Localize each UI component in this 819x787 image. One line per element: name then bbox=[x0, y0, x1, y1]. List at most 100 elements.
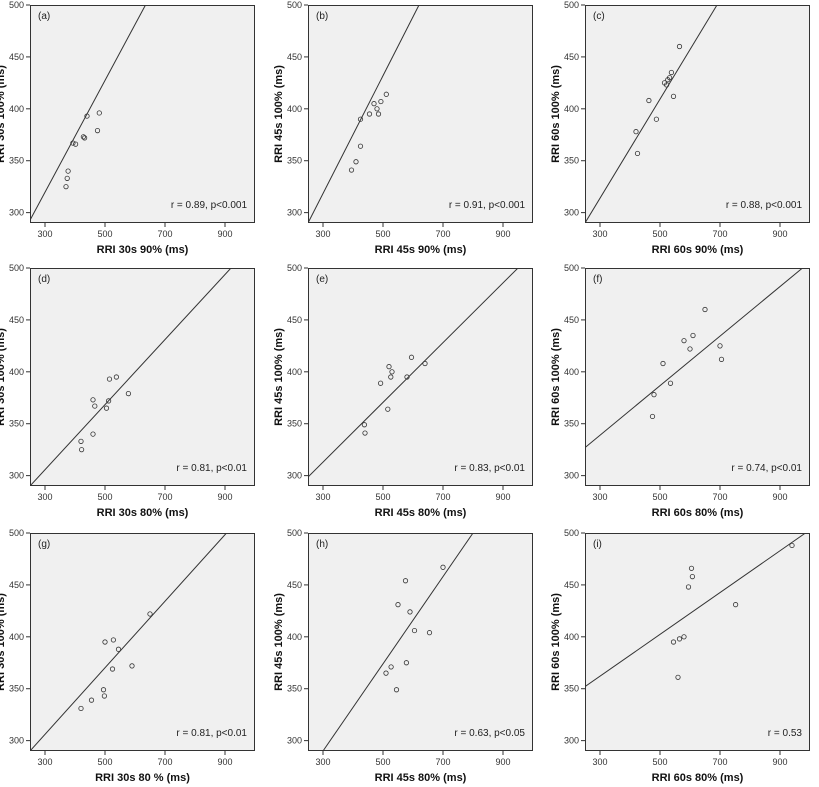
data-point bbox=[664, 82, 670, 88]
data-point bbox=[63, 184, 69, 190]
data-point bbox=[388, 664, 394, 670]
y-tick-label: 350 bbox=[564, 156, 579, 166]
data-point bbox=[681, 634, 687, 640]
data-point bbox=[378, 98, 384, 105]
correlation-annotation: r = 0.88, p<0.001 bbox=[726, 200, 803, 211]
x-tick-label: 300 bbox=[315, 229, 330, 239]
y-tick-label: 400 bbox=[564, 367, 579, 377]
y-tick-label: 450 bbox=[287, 52, 302, 62]
y-tick-label: 450 bbox=[9, 52, 24, 62]
x-tick-label: 900 bbox=[772, 757, 787, 767]
data-point bbox=[361, 422, 368, 428]
y-tick-label: 350 bbox=[287, 419, 302, 429]
x-tick-label: 700 bbox=[157, 492, 172, 502]
scatter-panel: 300 350 400 450 500 300 500 700 900 (c) r = 0.88, … bbox=[550, 0, 810, 256]
y-tick-label: 400 bbox=[9, 104, 24, 114]
x-axis-title: RRI 30s 90% (ms) bbox=[97, 244, 189, 256]
data-point bbox=[395, 602, 401, 608]
y-tick-label: 350 bbox=[9, 156, 24, 166]
data-point bbox=[689, 573, 696, 580]
data-point bbox=[362, 430, 368, 436]
scatter-panel: 300 350 400 450 500 300 500 700 900 (e) r = 0.83, … bbox=[273, 263, 533, 519]
y-tick-label: 500 bbox=[9, 263, 24, 273]
correlation-annotation: r = 0.91, p<0.001 bbox=[449, 200, 526, 211]
x-axis-title: RRI 45s 90% (ms) bbox=[375, 244, 467, 256]
x-tick-label: 700 bbox=[435, 492, 450, 502]
y-tick-label: 450 bbox=[564, 580, 579, 590]
x-tick-label: 700 bbox=[712, 757, 727, 767]
data-point bbox=[88, 697, 95, 703]
data-point bbox=[718, 356, 725, 362]
correlation-annotation: r = 0.53 bbox=[768, 728, 803, 739]
data-point bbox=[115, 646, 122, 652]
correlation-annotation: r = 0.83, p<0.01 bbox=[454, 463, 525, 474]
data-point bbox=[92, 403, 98, 409]
y-tick-label: 300 bbox=[9, 736, 24, 746]
x-tick-label: 700 bbox=[435, 229, 450, 239]
plot-area bbox=[30, 268, 255, 486]
data-point bbox=[668, 69, 675, 76]
data-point bbox=[634, 150, 641, 157]
data-point bbox=[113, 374, 120, 380]
x-axis-title: RRI 45s 80% (ms) bbox=[375, 507, 467, 519]
y-tick-label: 400 bbox=[287, 632, 302, 642]
plot-area bbox=[585, 533, 810, 751]
y-tick-label: 400 bbox=[9, 632, 24, 642]
data-point bbox=[129, 663, 135, 669]
plot-area bbox=[585, 268, 810, 486]
y-tick-label: 300 bbox=[564, 208, 579, 218]
data-point bbox=[660, 360, 666, 367]
data-point bbox=[125, 391, 132, 397]
x-tick-label: 700 bbox=[712, 229, 727, 239]
x-tick-label: 900 bbox=[772, 229, 787, 239]
x-tick-label: 900 bbox=[495, 229, 510, 239]
x-axis-title: RRI 30s 80 % (ms) bbox=[95, 772, 190, 784]
data-point bbox=[64, 175, 70, 181]
y-tick-label: 500 bbox=[9, 0, 24, 10]
y-tick-label: 500 bbox=[9, 528, 24, 538]
scatter-panel: 300 350 400 450 500 300 500 700 900 (a) r = 0.89, … bbox=[0, 0, 255, 256]
data-point bbox=[90, 431, 96, 437]
data-point bbox=[388, 374, 394, 380]
x-tick-label: 900 bbox=[217, 229, 232, 239]
data-point bbox=[80, 134, 87, 140]
data-point bbox=[685, 584, 692, 590]
data-point bbox=[109, 666, 116, 672]
data-point bbox=[676, 636, 683, 642]
y-axis-title: RRI 30s 100% (ms) bbox=[0, 593, 7, 691]
plot-area bbox=[308, 268, 533, 486]
y-tick-label: 300 bbox=[564, 471, 579, 481]
data-point bbox=[426, 630, 433, 636]
x-tick-label: 300 bbox=[592, 492, 607, 502]
y-tick-label: 450 bbox=[9, 580, 24, 590]
data-point bbox=[389, 369, 395, 375]
y-tick-label: 350 bbox=[287, 684, 302, 694]
correlation-annotation: r = 0.81, p<0.01 bbox=[176, 728, 247, 739]
scatter-panel: 300 350 400 450 500 300 500 700 900 (g) r = 0.81, … bbox=[0, 528, 255, 784]
data-point bbox=[96, 110, 102, 116]
x-tick-label: 300 bbox=[315, 492, 330, 502]
fit-line bbox=[585, 5, 718, 223]
fit-line bbox=[308, 5, 420, 223]
x-tick-label: 500 bbox=[375, 492, 390, 502]
y-tick-label: 450 bbox=[564, 315, 579, 325]
panel-label: (g) bbox=[38, 539, 50, 550]
scatter-panel: 300 350 400 450 500 300 500 700 900 (b) r = 0.91, … bbox=[273, 0, 533, 256]
data-point bbox=[70, 140, 76, 146]
y-tick-label: 500 bbox=[564, 263, 579, 273]
data-point bbox=[670, 639, 677, 645]
x-tick-label: 500 bbox=[97, 757, 112, 767]
plot-area bbox=[585, 5, 810, 223]
data-point bbox=[702, 306, 708, 313]
x-tick-label: 900 bbox=[495, 757, 510, 767]
data-point bbox=[78, 705, 84, 712]
correlation-annotation: r = 0.81, p<0.01 bbox=[176, 463, 247, 474]
y-axis-title: RRI 30s 100% (ms) bbox=[0, 328, 7, 426]
data-point bbox=[94, 128, 101, 134]
x-tick-label: 500 bbox=[97, 229, 112, 239]
data-point bbox=[667, 380, 674, 386]
x-tick-label: 500 bbox=[375, 229, 390, 239]
data-point bbox=[688, 565, 695, 571]
data-point bbox=[646, 97, 652, 104]
data-point bbox=[675, 674, 681, 680]
